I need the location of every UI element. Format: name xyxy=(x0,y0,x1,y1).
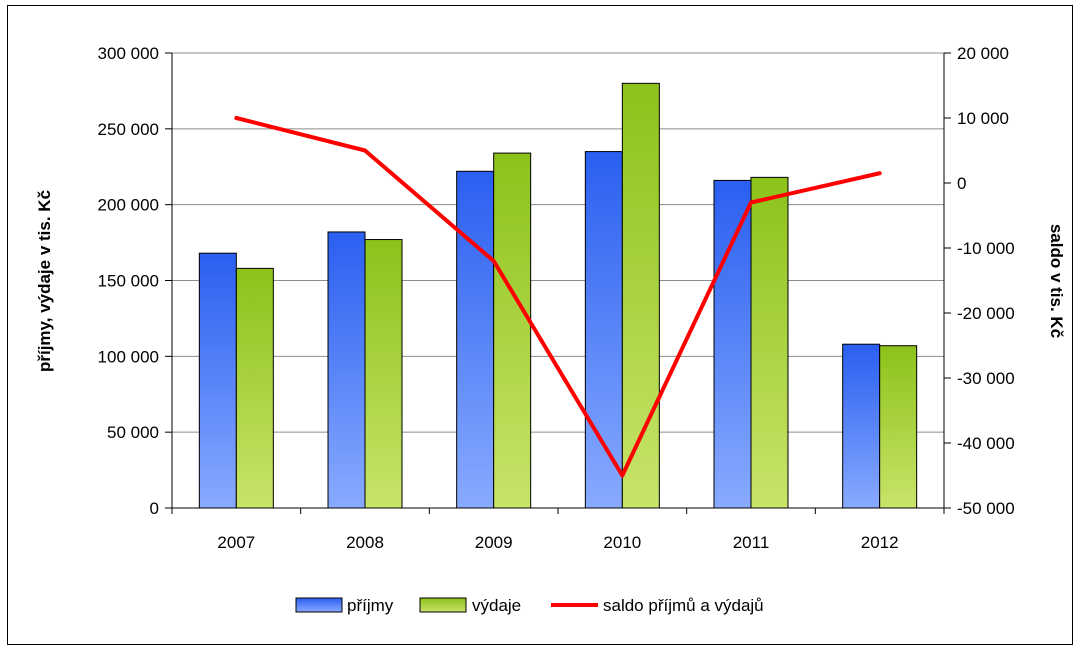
y-tick-label: 50 000 xyxy=(107,423,159,442)
gridlines xyxy=(172,52,944,433)
bar-vydaje-2007 xyxy=(235,267,274,509)
y2-tick-label: -50 000 xyxy=(957,499,1015,518)
y-tick-label: 100 000 xyxy=(98,347,159,366)
bar-prijmy-2011 xyxy=(713,179,752,509)
bar-prijmy-2009 xyxy=(456,170,495,509)
y2-tick-label: -10 000 xyxy=(957,239,1015,258)
tick-labels: 0 50 000 100 000 150 000 200 000 250 000 300 0… xyxy=(98,44,1015,552)
bars xyxy=(198,82,918,509)
y-tick-label: 200 000 xyxy=(98,196,159,215)
bar-vydaje-2009 xyxy=(493,152,532,509)
y-tick-label: 0 xyxy=(150,499,159,518)
y2-tick-label: 10 000 xyxy=(957,109,1009,128)
y2-tick-label: -20 000 xyxy=(957,304,1015,323)
bar-vydaje-2008 xyxy=(364,239,403,509)
y2-tick-label: 0 xyxy=(957,174,966,193)
saldo-line-group xyxy=(234,116,882,478)
x-tick-label: 2008 xyxy=(346,533,384,552)
legend-label-prijmy: příjmy xyxy=(347,596,394,615)
bar-prijmy-2012 xyxy=(842,343,881,509)
x-tick-label: 2011 xyxy=(733,533,770,552)
x-tick-label: 2010 xyxy=(603,533,641,552)
legend-label-saldo: saldo příjmů a výdajů xyxy=(603,596,764,615)
y-tick-label: 150 000 xyxy=(98,272,159,291)
bar-vydaje-2010 xyxy=(621,82,660,509)
axes xyxy=(165,52,951,514)
x-tick-label: 2007 xyxy=(217,533,255,552)
saldo-line xyxy=(234,116,882,478)
y-tick-label: 250 000 xyxy=(98,120,159,139)
bar-vydaje-2011 xyxy=(750,176,789,509)
x-tick-label: 2012 xyxy=(861,533,899,552)
legend-label-vydaje: výdaje xyxy=(472,596,521,615)
bar-prijmy-2007 xyxy=(198,252,237,509)
legend: příjmy výdaje saldo příjmů a výdajů xyxy=(295,596,764,615)
legend-swatch-prijmy xyxy=(295,597,343,613)
x-tick-label: 2009 xyxy=(475,533,513,552)
y2-tick-label: 20 000 xyxy=(957,44,1009,63)
y2-tick-label: -30 000 xyxy=(957,369,1015,388)
chart: 0 50 000 100 000 150 000 200 000 250 000 300 0… xyxy=(35,44,1066,615)
y-tick-label: 300 000 xyxy=(98,44,159,63)
legend-swatch-vydaje xyxy=(419,597,467,613)
bar-prijmy-2010 xyxy=(584,151,623,509)
y-axis-title: příjmy, výdaje v tis. Kč xyxy=(35,190,54,372)
y2-axis-title: saldo v tis. Kč xyxy=(1047,224,1066,338)
y2-tick-label: -40 000 xyxy=(957,434,1015,453)
bar-vydaje-2012 xyxy=(879,345,918,509)
bar-prijmy-2008 xyxy=(327,231,366,509)
chart-frame xyxy=(7,5,1073,645)
